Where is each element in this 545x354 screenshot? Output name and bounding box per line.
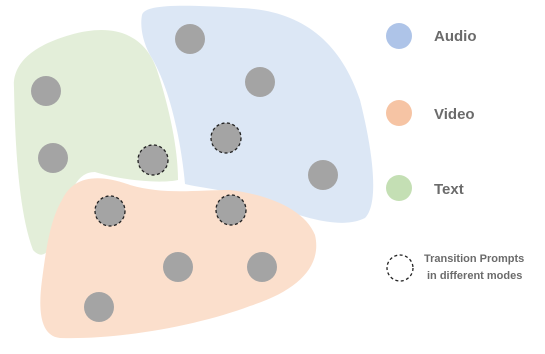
- node-audio-3: [308, 160, 338, 190]
- node-text-1: [31, 76, 61, 106]
- nodes: [31, 24, 338, 322]
- legend-text-swatch: [386, 175, 412, 201]
- legend-transition-label-line2: in different modes: [427, 270, 522, 282]
- node-audio-1: [175, 24, 205, 54]
- transition-node-1: [137, 144, 169, 176]
- legend-text-label: Text: [434, 181, 464, 198]
- node-text-2: [38, 143, 68, 173]
- node-video-2: [247, 252, 277, 282]
- transition-nodes: [94, 122, 247, 227]
- legend-audio-swatch: [386, 23, 412, 49]
- node-video-3: [84, 292, 114, 322]
- legend-audio-label: Audio: [434, 28, 477, 45]
- legend-transition-swatch: [386, 254, 414, 282]
- node-audio-2: [245, 67, 275, 97]
- legend-transition-label-line1: Transition Prompts: [424, 253, 524, 265]
- legend-video-label: Video: [434, 106, 475, 123]
- transition-node-2: [210, 122, 242, 154]
- legend-video-swatch: [386, 100, 412, 126]
- transition-node-4: [215, 194, 247, 226]
- legend: Audio Video Text Transition Prompts in d…: [386, 23, 524, 282]
- node-video-1: [163, 252, 193, 282]
- transition-node-3: [94, 195, 126, 227]
